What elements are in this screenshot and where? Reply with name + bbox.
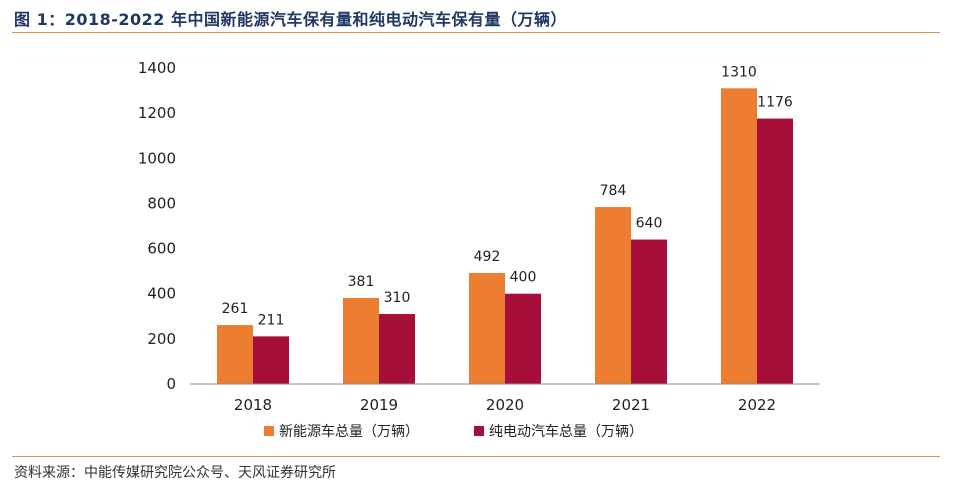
bar-series-2-2022 <box>757 118 793 384</box>
x-tick-label-2021: 2021 <box>612 396 650 414</box>
data-label-series-2-2019: 310 <box>384 290 411 306</box>
y-tick-label: 600 <box>147 240 176 258</box>
y-tick-label: 1400 <box>138 59 176 77</box>
legend-label-series-1: 新能源车总量（万辆） <box>279 423 419 440</box>
data-label-series-1-2019: 381 <box>348 274 375 290</box>
data-label-series-1-2022: 1310 <box>721 64 757 80</box>
data-label-series-2-2020: 400 <box>510 270 537 286</box>
data-label-series-1-2020: 492 <box>474 249 501 265</box>
top-divider <box>12 32 940 33</box>
data-label-series-1-2018: 261 <box>222 301 249 317</box>
x-tick-label-2018: 2018 <box>234 396 272 414</box>
bar-series-1-2018 <box>217 325 253 384</box>
bar-series-2-2019 <box>379 314 415 384</box>
y-tick-label: 200 <box>147 330 176 348</box>
y-tick-label: 400 <box>147 285 176 303</box>
bar-series-1-2019 <box>343 298 379 384</box>
y-tick-label: 0 <box>166 375 176 393</box>
bar-series-2-2018 <box>253 336 289 384</box>
legend-swatch-series-2 <box>474 426 484 436</box>
bar-series-2-2020 <box>505 293 541 384</box>
data-label-series-1-2021: 784 <box>600 183 627 199</box>
x-tick-label-2019: 2019 <box>360 396 398 414</box>
data-label-series-2-2018: 211 <box>258 312 285 328</box>
bar-series-1-2022 <box>721 88 757 385</box>
y-tick-label: 800 <box>147 194 176 212</box>
data-label-series-2-2022: 1176 <box>757 95 793 111</box>
legend-swatch-series-1 <box>264 426 274 436</box>
data-label-series-2-2021: 640 <box>636 216 663 232</box>
y-tick-label: 1200 <box>138 104 176 122</box>
source-note: 资料来源：中能传媒研究院公众号、天风证券研究所 <box>14 465 336 481</box>
bar-series-1-2021 <box>595 207 631 384</box>
x-tick-label-2020: 2020 <box>486 396 524 414</box>
page-title: 图 1：2018-2022 年中国新能源汽车保有量和纯电动汽车保有量（万辆） <box>14 10 567 29</box>
bottom-divider <box>12 456 940 457</box>
y-tick-label: 1000 <box>138 149 176 167</box>
bar-series-2-2021 <box>631 239 667 384</box>
bar-series-1-2020 <box>469 272 505 384</box>
legend-label-series-2: 纯电动汽车总量（万辆） <box>489 423 643 440</box>
x-tick-label-2022: 2022 <box>738 396 776 414</box>
